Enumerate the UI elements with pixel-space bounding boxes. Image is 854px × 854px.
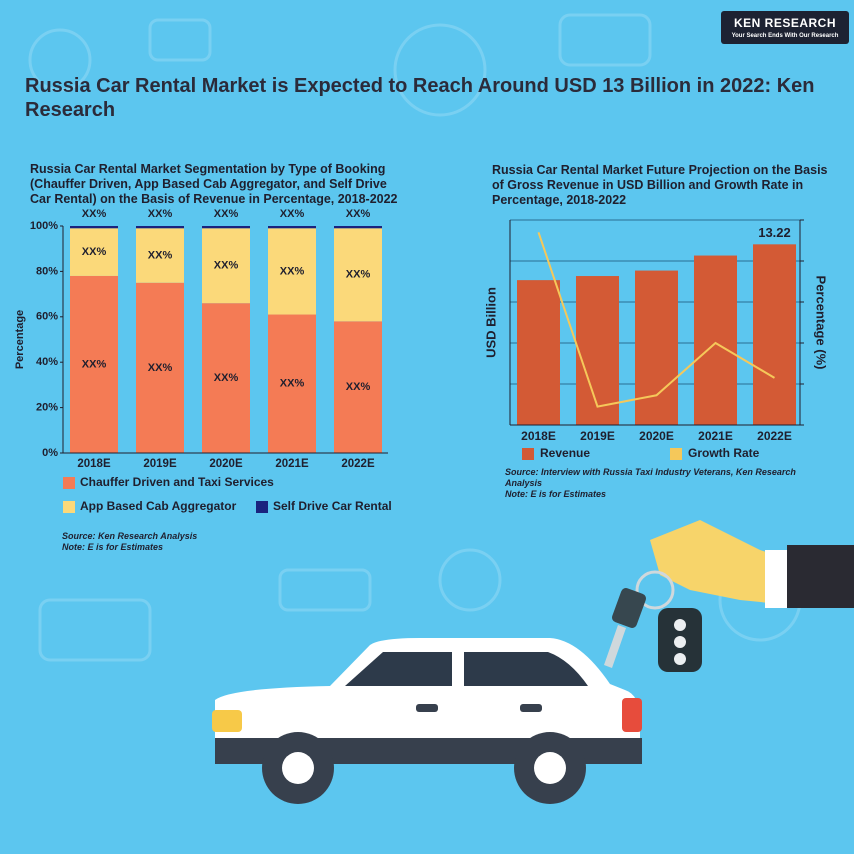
bar-segment [70,275,118,453]
bar [517,280,560,425]
data-label: XX% [346,269,371,281]
car-window [464,652,588,686]
bar-segment [136,282,184,453]
x-tick-label: 2019E [580,429,615,443]
hand [650,520,790,605]
x-tick-label: 2021E [275,458,309,470]
bar-segment [268,228,316,315]
x-tick-label: 2020E [639,429,674,443]
hubcap [534,752,566,784]
sleeve [787,545,854,608]
y-tick-label: 80% [36,265,58,277]
x-tick-label: 2022E [757,429,792,443]
data-label: XX% [148,249,173,261]
line [537,231,776,408]
data-label: 13.22 [758,225,791,240]
bar [576,276,619,425]
bar-segment [202,303,250,453]
cuff [765,550,787,608]
data-label: XX% [148,208,173,220]
key-ring [635,570,675,610]
data-label: XX% [148,362,173,374]
legend-swatch [63,477,75,489]
hubcap [282,752,314,784]
legend-swatch [256,501,268,513]
chart-title: Russia Car Rental Market Segmentation by… [30,162,398,206]
data-label: XX% [280,208,305,220]
legend-label: App Based Cab Aggregator [80,499,237,513]
bar [694,255,737,425]
bar-segment [334,228,382,322]
data-label: XX% [82,208,107,220]
charts: 0% 20% 40% 60% 80% 100% Percentage XX% XX% XX% 201… [14,208,829,513]
data-label: XX% [214,372,239,384]
key-head [612,588,646,628]
legend-label: Self Drive Car Rental [273,499,392,513]
y-tick-label: 20% [36,402,58,414]
x-tick-label: 2019E [143,458,177,470]
x-tick-label: 2022E [341,458,375,470]
bar-segment [70,226,118,229]
legend-swatch [522,448,534,460]
bar-segment [202,228,250,304]
fob-button [674,619,686,631]
legend-label: Chauffer Driven and Taxi Services [80,475,274,489]
main-title: Russia Car Rental Market is Expected to … [25,75,815,121]
door-handle [520,704,542,712]
logo-name: KEN RESEARCH [733,16,836,30]
bar [753,244,796,425]
x-tick-label: 2020E [209,458,243,470]
y2-axis-label: Percentage (%) [814,276,829,370]
data-label: XX% [214,208,239,220]
key-blade [604,625,626,668]
y-tick-label: 100% [30,220,58,232]
legend-swatch [670,448,682,460]
logo: KEN RESEARCH Your Search Ends With Our R… [721,11,849,44]
legend-label: Growth Rate [688,446,760,460]
x-tick-label: 2018E [77,458,111,470]
bar-segment [202,226,250,229]
x-tick-label: 2018E [521,429,556,443]
y-tick-label: 0% [42,447,58,459]
source: Source: Interview with Russia Taxi Indus… [505,467,796,488]
car-window [345,652,452,686]
legend-swatch [63,501,75,513]
taillight [622,698,642,732]
source: Source: Ken Research Analysis [62,531,198,541]
data-label: XX% [346,381,371,393]
chart-title: Russia Car Rental Market Future Projecti… [492,163,828,207]
bar [635,270,678,425]
logo-tagline: Your Search Ends With Our Research [731,33,839,39]
bar-segment [136,226,184,229]
bar-segment [70,228,118,276]
y-axis-label: USD Billion [483,287,498,358]
note: Note: E is for Estimates [505,489,607,499]
headlight [212,710,242,732]
data-label: XX% [280,378,305,390]
data-label: XX% [280,265,305,277]
data-label: XX% [346,208,371,220]
y-tick-label: 60% [36,311,58,323]
note: Note: E is for Estimates [62,542,164,552]
data-label: XX% [82,358,107,370]
x-tick-label: 2021E [698,429,733,443]
data-label: XX% [214,260,239,272]
fob-button [674,653,686,665]
bar-segment [268,314,316,453]
bar-segment [334,321,382,453]
data-label: XX% [82,246,107,258]
legend-label: Revenue [540,446,590,460]
door-handle [416,704,438,712]
fob-button [674,636,686,648]
y-tick-label: 40% [36,356,58,368]
bar-segment [334,226,382,229]
bar-segment [268,226,316,229]
y-axis-label: Percentage [14,310,26,369]
bar-segment [136,228,184,283]
